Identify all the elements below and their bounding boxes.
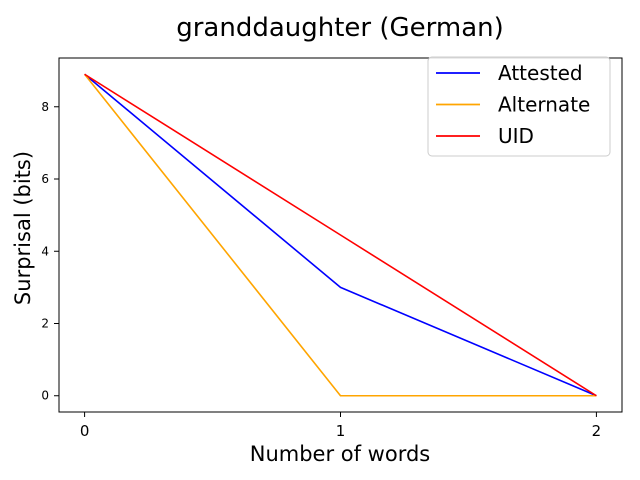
- legend: Attested Alternate UID: [427, 56, 611, 157]
- y-tick-label: 8: [41, 100, 49, 114]
- plot-frame: [58, 57, 623, 413]
- x-tick-label: 2: [592, 422, 602, 440]
- legend-label-uid: UID: [498, 124, 534, 148]
- series-line-alternate: [83, 73, 597, 397]
- tick-layer: 0 1 2 0 2 4 6 8: [41, 100, 601, 440]
- x-tick-label: 0: [80, 422, 90, 440]
- x-axis-label: Number of words: [250, 442, 431, 466]
- series-line-uid: [84, 73, 597, 397]
- series-line-attested: [84, 73, 597, 397]
- series-layer: [83, 73, 597, 397]
- y-tick-label: 6: [41, 172, 49, 186]
- legend-label-attested: Attested: [498, 61, 583, 85]
- chart-title: granddaughter (German): [176, 13, 504, 43]
- y-tick-label: 4: [41, 244, 49, 258]
- y-tick-label: 2: [41, 317, 49, 331]
- x-tick-label: 1: [336, 422, 346, 440]
- legend-frame: [427, 56, 611, 157]
- legend-label-alternate: Alternate: [498, 93, 590, 117]
- y-tick-label: 0: [41, 389, 49, 403]
- y-axis-label: Surprisal (bits): [11, 151, 35, 305]
